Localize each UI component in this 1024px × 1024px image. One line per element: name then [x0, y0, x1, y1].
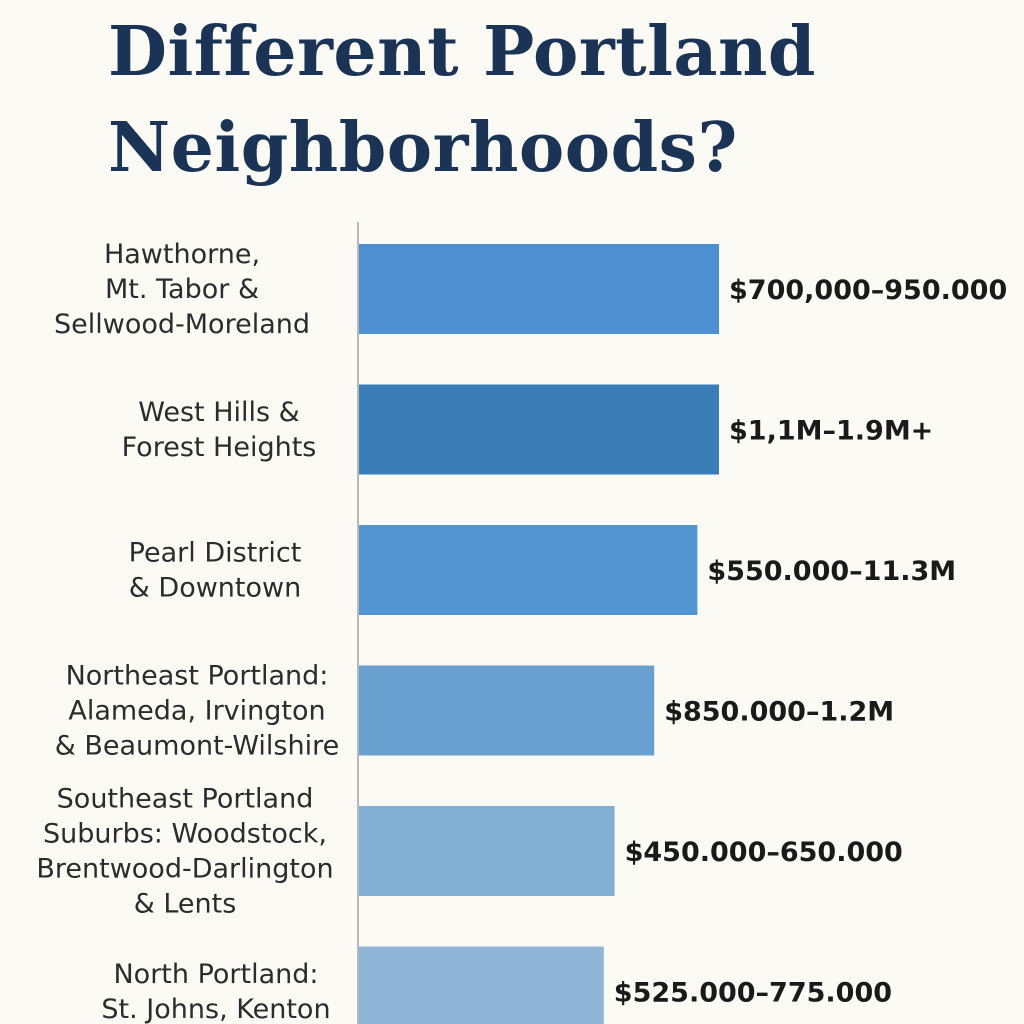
category-label-line: Hawthorne,	[104, 239, 260, 270]
category-label-line: Sellwood-Moreland	[54, 309, 310, 340]
title-line-2: Neighborhoods?	[108, 108, 738, 188]
category-label-6: North Portland: St. Johns, Kenton	[101, 959, 330, 1024]
bar-4	[359, 665, 655, 756]
category-label-line: St. Johns, Kenton	[101, 994, 330, 1024]
bar-2	[359, 384, 719, 475]
value-label-1: $700,000–950.000	[729, 275, 1007, 306]
category-label-1: Hawthorne, Mt. Tabor & Sellwood-Moreland	[54, 239, 310, 340]
bar-5	[359, 806, 615, 896]
category-label-line: Mt. Tabor &	[105, 274, 259, 305]
category-label-2: West Hills & Forest Heights	[122, 397, 317, 463]
category-label-line: Northeast Portland:	[66, 661, 329, 692]
value-label-2: $1,1M–1.9M+	[729, 416, 933, 447]
category-label-line: & Beaumont-Wilshire	[55, 731, 340, 762]
value-label-6: $525.000–775.000	[614, 978, 892, 1009]
category-label-line: Pearl District	[129, 538, 302, 569]
bar-6	[359, 946, 604, 1024]
bar-3	[359, 525, 698, 615]
category-label-3: Pearl District & Downtown	[129, 538, 302, 604]
category-label-line: & Downtown	[129, 573, 301, 604]
category-label-line: Forest Heights	[122, 432, 317, 463]
title-line-1: Different Portland	[108, 12, 816, 92]
category-label-5: Southeast Portland Suburbs: Woodstock, Bre…	[36, 784, 333, 920]
value-label-3: $550.000–11.3M	[707, 556, 956, 587]
category-label-4: Northeast Portland: Alameda, Irvington & B…	[55, 661, 340, 762]
category-label-line: North Portland:	[113, 959, 318, 990]
category-label-line: Southeast Portland	[57, 784, 314, 815]
value-label-4: $850.000–1.2M	[664, 697, 894, 728]
category-label-line: Alameda, Irvington	[68, 696, 325, 727]
chart-title: Different Portland Neighborhoods?	[108, 4, 1008, 196]
category-label-line: Suburbs: Woodstock,	[43, 819, 327, 850]
bar-1	[359, 244, 719, 334]
category-label-line: Brentwood-Darlington	[36, 854, 333, 885]
category-label-line: West Hills &	[138, 397, 299, 428]
value-label-5: $450.000–650.000	[625, 837, 903, 868]
category-label-line: & Lents	[134, 889, 237, 920]
